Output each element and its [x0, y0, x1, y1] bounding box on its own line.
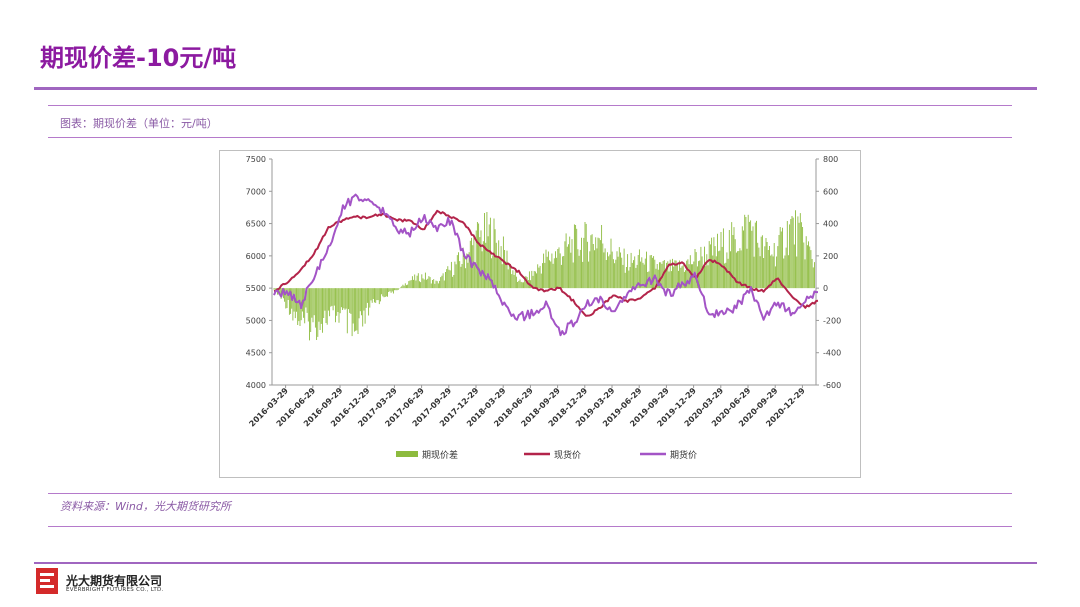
spot-price-line: [273, 209, 819, 317]
company-logo-icon: [36, 568, 58, 594]
source-note: 资料来源：Wind，光大期货研究所: [60, 500, 231, 513]
footer-divider: [34, 562, 1037, 564]
chart-frame: 4000 4500 5000 5500 6000 6500 7000 7500 -600 -400…: [219, 150, 861, 478]
left-tick-label: 4500: [246, 349, 266, 358]
source-top-divider: [48, 493, 1012, 494]
basis-chart: 40004500500055006000650070007500-600-400…: [246, 155, 842, 461]
left-tick-label: 7000: [246, 187, 266, 196]
source-bottom-divider: [48, 526, 1012, 527]
right-tick-label: 800: [823, 155, 838, 164]
left-tick-label: 4000: [246, 381, 266, 390]
page-title: 期现价差-10元/吨: [40, 44, 237, 72]
legend-basis-label: 期现价差: [422, 449, 458, 461]
left-tick-label: 5000: [246, 316, 266, 325]
caption-top-divider: [48, 105, 1012, 106]
left-tick-label: 7500: [246, 155, 266, 164]
right-tick-label: 600: [823, 187, 838, 196]
legend-basis-swatch: [396, 451, 418, 457]
left-tick-label: 6000: [246, 252, 266, 261]
legend-spot-label: 现货价: [554, 449, 581, 461]
futures-price-line: [273, 193, 818, 337]
right-tick-label: 200: [823, 252, 838, 261]
caption-bottom-divider: [48, 137, 1012, 138]
right-tick-label: 0: [823, 284, 828, 293]
left-tick-label: 5500: [246, 284, 266, 293]
left-tick-label: 6500: [246, 220, 266, 229]
company-name-cn: 光大期货有限公司: [66, 574, 163, 588]
right-tick-label: -400: [823, 349, 841, 358]
title-divider: [34, 87, 1037, 90]
chart-caption: 图表：期现价差（单位：元/吨）: [60, 117, 218, 130]
right-tick-label: 400: [823, 220, 838, 229]
right-tick-label: -600: [823, 381, 841, 390]
company-name-en: EVERBRIGHT FUTURES CO., LTD.: [66, 587, 164, 593]
right-tick-label: -200: [823, 316, 841, 325]
legend-futures-label: 期货价: [670, 449, 697, 461]
